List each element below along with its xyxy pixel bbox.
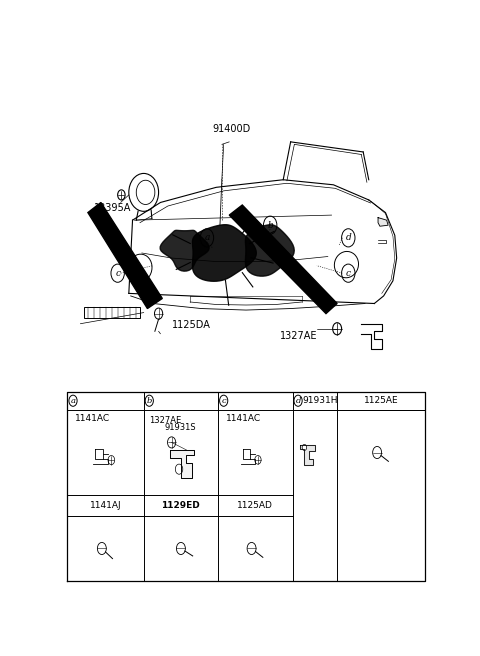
Text: 1125DA: 1125DA xyxy=(172,320,210,330)
Text: 13395A: 13395A xyxy=(94,203,131,213)
Text: 91400D: 91400D xyxy=(212,124,250,134)
Polygon shape xyxy=(300,445,315,465)
Text: 1125AD: 1125AD xyxy=(238,501,273,510)
Polygon shape xyxy=(378,218,388,226)
Text: d: d xyxy=(295,397,301,405)
Text: 91931H: 91931H xyxy=(303,396,338,405)
Text: 1141AC: 1141AC xyxy=(226,414,261,422)
Text: 91931S: 91931S xyxy=(164,423,196,432)
Text: d: d xyxy=(346,234,351,242)
Text: b: b xyxy=(146,397,152,405)
Text: 1125AE: 1125AE xyxy=(363,396,398,405)
Text: 1141AJ: 1141AJ xyxy=(90,501,121,510)
Polygon shape xyxy=(160,230,209,271)
Text: c: c xyxy=(346,269,351,277)
Polygon shape xyxy=(229,205,337,314)
Text: 1141AC: 1141AC xyxy=(75,414,110,422)
Polygon shape xyxy=(192,225,256,281)
Text: 1327AE: 1327AE xyxy=(280,331,318,341)
Polygon shape xyxy=(88,203,162,308)
Text: a: a xyxy=(204,234,210,242)
Text: b: b xyxy=(267,220,273,230)
Text: a: a xyxy=(71,397,75,405)
Circle shape xyxy=(175,464,183,474)
Circle shape xyxy=(302,444,307,451)
Polygon shape xyxy=(245,225,294,276)
Polygon shape xyxy=(170,450,194,478)
Bar xyxy=(84,306,140,318)
Text: 1327AE: 1327AE xyxy=(149,416,181,424)
Text: c: c xyxy=(115,269,120,277)
Text: c: c xyxy=(221,397,226,405)
Text: 1129ED: 1129ED xyxy=(162,501,200,510)
